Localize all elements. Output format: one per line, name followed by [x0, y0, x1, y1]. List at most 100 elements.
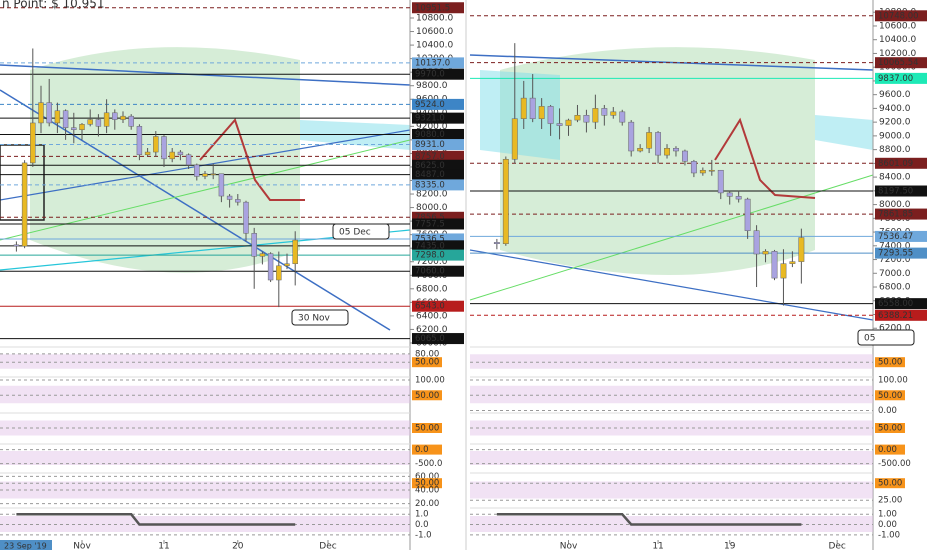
price-label-box	[412, 150, 464, 162]
candle-body	[610, 111, 617, 116]
price-label-box	[875, 298, 927, 310]
y-tick-label: 7200.0	[879, 255, 911, 265]
pane-tick-label: 50.00	[415, 479, 439, 489]
candle-body	[664, 147, 670, 156]
annotation-box	[332, 223, 390, 240]
price-label: 10951.5	[415, 3, 450, 13]
candle-body	[520, 97, 527, 119]
candle-body	[655, 132, 662, 156]
pane-tick-label: 50.00	[878, 479, 902, 489]
pane-tick-label: -1.0	[415, 530, 432, 540]
price-label-box	[412, 57, 464, 69]
trend-line	[0, 89, 391, 331]
annotation-box	[857, 329, 915, 346]
highlight-box	[412, 357, 442, 368]
candle-body	[54, 110, 61, 124]
cloud	[500, 47, 815, 276]
candle-body	[780, 263, 787, 279]
y-tick-label: 8800.0	[879, 145, 911, 155]
price-label: 9837.00	[878, 74, 913, 84]
y-tick-label: 10600.0	[416, 27, 453, 37]
pane-band	[470, 354, 873, 369]
y-tick-label: 8000.0	[416, 203, 448, 213]
annotation: 05 Dec	[339, 228, 371, 238]
candle-body	[735, 196, 742, 200]
candle-body	[789, 261, 796, 264]
price-label: 8487.0	[415, 170, 445, 180]
panel: 6000.06200.06400.06600.06800.07000.07200…	[470, 8, 927, 550]
candle-body	[103, 112, 110, 127]
pane-tick-label: 80.00	[415, 349, 439, 359]
candle-body	[87, 119, 93, 125]
candle-body	[771, 251, 778, 279]
price-label: 6065.0	[415, 334, 445, 344]
y-tick-label: 6400.0	[416, 311, 448, 321]
price-label: 10065.54	[878, 58, 919, 68]
price-label-box	[875, 309, 927, 321]
pane-tick-label: 25.00	[878, 496, 902, 506]
x-tick-label: Dec	[319, 542, 336, 550]
pane-tick-label: -500.0	[415, 459, 442, 469]
candle-body	[38, 102, 44, 124]
highlight-box	[875, 390, 905, 401]
price-label-box	[412, 112, 464, 124]
cursor-box	[0, 540, 52, 550]
pane-band	[0, 451, 410, 465]
pane-tick-label: 0.00	[878, 520, 897, 530]
y-tick-label: 9200.0	[879, 118, 911, 128]
cursor-label: 23 Sep '19	[4, 542, 47, 550]
candle-body	[708, 169, 715, 172]
candle-body	[637, 147, 644, 152]
price-label-box	[412, 265, 464, 277]
pane-band	[470, 420, 873, 436]
candle-body	[210, 173, 216, 175]
price-label-box	[412, 128, 464, 140]
candle-body	[538, 106, 545, 119]
candle-body	[202, 173, 208, 177]
pane-tick-label: 0.00	[878, 406, 897, 416]
candle-body	[798, 237, 805, 262]
price-label: 8931.0	[415, 140, 445, 150]
candle-body	[226, 195, 233, 200]
annotation-box	[291, 309, 349, 326]
y-tick-label: 10200.0	[879, 49, 916, 59]
y-tick-label: 7200.0	[416, 257, 448, 267]
pane-tick-label: 50.00	[415, 391, 439, 401]
highlight-box	[412, 390, 442, 401]
y-tick-label: 9600.0	[879, 90, 911, 100]
price-label: 8601.09	[878, 159, 913, 169]
decorations	[0, 0, 874, 550]
pane-band	[470, 481, 873, 499]
candle-body	[556, 123, 563, 126]
price-label-box	[875, 247, 927, 259]
candle-body	[177, 151, 184, 156]
pane-band	[0, 354, 410, 369]
candle-body	[511, 118, 518, 160]
pane-tick-label: 50.00	[415, 424, 439, 434]
pane-tick-label: 50.00	[415, 358, 439, 368]
highlight-box	[875, 444, 905, 455]
price-label-box	[412, 233, 464, 245]
candle-body	[153, 136, 159, 153]
price-label: 7293.55	[878, 249, 913, 259]
highlight-box	[412, 478, 442, 489]
price-label: 8335.0	[415, 180, 445, 190]
candle-body	[619, 111, 626, 123]
highlight-box	[875, 423, 905, 433]
pane-tick-label: 0.0	[415, 520, 429, 530]
y-tick-label: 9000.0	[879, 131, 911, 141]
candle-body	[243, 201, 249, 234]
y-tick-label: 8400.0	[879, 173, 911, 183]
price-label-box	[412, 249, 464, 261]
x-tick-label: 20	[232, 542, 244, 550]
price-label: 10748.00	[878, 11, 919, 21]
x-tick-label: Dec	[828, 542, 845, 550]
candle-body	[235, 199, 241, 203]
candle-body	[259, 253, 266, 257]
candle-body	[276, 265, 282, 281]
moving-average	[199, 118, 305, 201]
price-label: 7536.47	[878, 232, 913, 242]
pane-tick-label: 50.00	[878, 358, 902, 368]
pane-tick-label: 1.0	[415, 510, 429, 520]
